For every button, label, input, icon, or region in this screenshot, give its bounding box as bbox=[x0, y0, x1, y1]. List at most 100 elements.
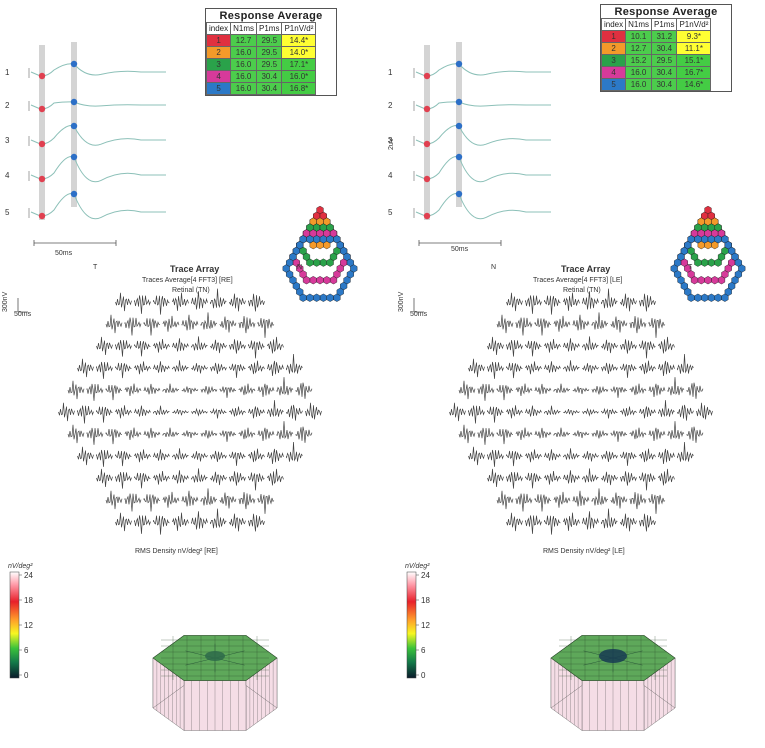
local-trace bbox=[134, 515, 151, 534]
local-trace bbox=[267, 468, 284, 486]
density-label: RMS Density nV/deg² [LE] bbox=[543, 548, 625, 555]
local-trace bbox=[267, 448, 284, 465]
local-trace bbox=[248, 472, 265, 491]
local-trace bbox=[658, 468, 675, 486]
local-trace bbox=[563, 338, 580, 352]
local-trace bbox=[219, 492, 237, 509]
local-trace bbox=[648, 317, 666, 338]
hex-cell bbox=[707, 235, 715, 244]
local-trace bbox=[620, 471, 637, 486]
local-trace bbox=[553, 315, 571, 332]
table-cell-n1: 16.0 bbox=[230, 82, 258, 95]
local-trace bbox=[648, 493, 666, 514]
colorbar-tick-label: 0 bbox=[24, 671, 29, 680]
local-trace bbox=[544, 470, 561, 485]
local-trace bbox=[153, 449, 170, 461]
table-row: 3 15.2 29.5 15.1* bbox=[600, 54, 712, 67]
local-trace bbox=[677, 353, 694, 374]
table-cell-index: 5 bbox=[205, 82, 232, 95]
local-trace bbox=[591, 312, 609, 330]
local-trace bbox=[181, 314, 199, 331]
local-trace bbox=[591, 385, 609, 395]
local-trace bbox=[563, 360, 580, 372]
hex-cell bbox=[704, 276, 712, 285]
table-cell-n1: 12.7 bbox=[625, 42, 653, 55]
scale-bar bbox=[17, 298, 28, 313]
hex-cell bbox=[711, 276, 719, 285]
local-trace bbox=[229, 513, 246, 532]
local-trace bbox=[572, 314, 590, 331]
local-trace bbox=[191, 291, 208, 310]
local-trace bbox=[534, 494, 552, 512]
scale-time: 50ms bbox=[410, 311, 428, 318]
ring-trace bbox=[415, 125, 551, 146]
side-label-left: T bbox=[93, 264, 98, 271]
local-trace bbox=[143, 494, 161, 512]
local-trace bbox=[468, 446, 485, 466]
n1-marker bbox=[38, 72, 46, 80]
hex-cell bbox=[319, 235, 327, 244]
local-trace bbox=[86, 427, 104, 445]
table-cell-n1: 16.0 bbox=[625, 78, 653, 91]
local-trace bbox=[115, 405, 132, 419]
table-cell-n1: 12.7 bbox=[230, 34, 258, 47]
local-trace bbox=[582, 336, 599, 351]
table-cell-index: 5 bbox=[600, 78, 627, 91]
local-trace bbox=[96, 468, 113, 488]
colorbar-tick-label: 6 bbox=[421, 646, 426, 655]
table-row: 3 16.0 29.5 17.1* bbox=[205, 58, 317, 71]
hex-cell bbox=[714, 258, 722, 267]
local-trace bbox=[172, 448, 189, 460]
local-trace bbox=[487, 361, 504, 379]
table-cell-amp: 14.0* bbox=[281, 46, 317, 59]
ring-trace bbox=[30, 63, 166, 77]
side-label-right: T bbox=[688, 264, 693, 271]
local-trace bbox=[458, 424, 476, 444]
table-cell-amp: 17.1* bbox=[281, 58, 317, 71]
local-trace bbox=[601, 508, 618, 529]
local-trace bbox=[134, 295, 151, 314]
local-trace bbox=[496, 490, 514, 510]
local-trace bbox=[686, 426, 704, 443]
local-trace bbox=[172, 512, 189, 531]
hex-cell bbox=[697, 276, 705, 285]
local-trace bbox=[210, 362, 227, 374]
hex-cell bbox=[323, 276, 331, 285]
local-trace bbox=[124, 317, 142, 336]
side-label-right: N bbox=[297, 264, 303, 271]
table-cell-amp: 16.8* bbox=[281, 82, 317, 95]
hex-cell bbox=[714, 235, 722, 244]
local-trace bbox=[544, 405, 561, 416]
local-trace bbox=[210, 288, 227, 309]
local-trace bbox=[601, 288, 618, 309]
local-trace bbox=[458, 380, 476, 400]
table-cell-p1: 29.5 bbox=[651, 54, 678, 67]
n1-marker bbox=[38, 140, 46, 148]
ring-trace bbox=[30, 155, 166, 183]
p1-marker bbox=[455, 190, 463, 198]
foveal-dip bbox=[599, 649, 627, 663]
timescale-ticks bbox=[33, 240, 117, 246]
local-trace bbox=[525, 340, 542, 357]
local-trace bbox=[610, 492, 628, 509]
local-trace bbox=[115, 340, 132, 357]
local-trace bbox=[229, 363, 246, 378]
p1-marker bbox=[455, 122, 463, 130]
table-row: 1 12.7 29.5 14.4* bbox=[205, 34, 317, 47]
local-trace bbox=[468, 358, 485, 378]
local-trace bbox=[238, 427, 256, 440]
table-header-cell: P1nV/d² bbox=[281, 22, 317, 35]
table-row: 2 16.0 29.5 14.0* bbox=[205, 46, 317, 59]
local-trace bbox=[229, 451, 246, 466]
response-title: Response Average bbox=[614, 6, 718, 18]
local-trace bbox=[257, 427, 275, 442]
local-trace bbox=[658, 360, 675, 377]
local-trace bbox=[563, 292, 580, 311]
local-trace bbox=[639, 472, 656, 491]
response-title: Response Average bbox=[219, 10, 323, 22]
local-trace bbox=[115, 292, 132, 312]
p1-marker bbox=[70, 98, 78, 106]
ring-label: 3 bbox=[5, 136, 10, 145]
table-header-cell: P1ms bbox=[256, 22, 283, 35]
ring-trace bbox=[415, 101, 551, 110]
